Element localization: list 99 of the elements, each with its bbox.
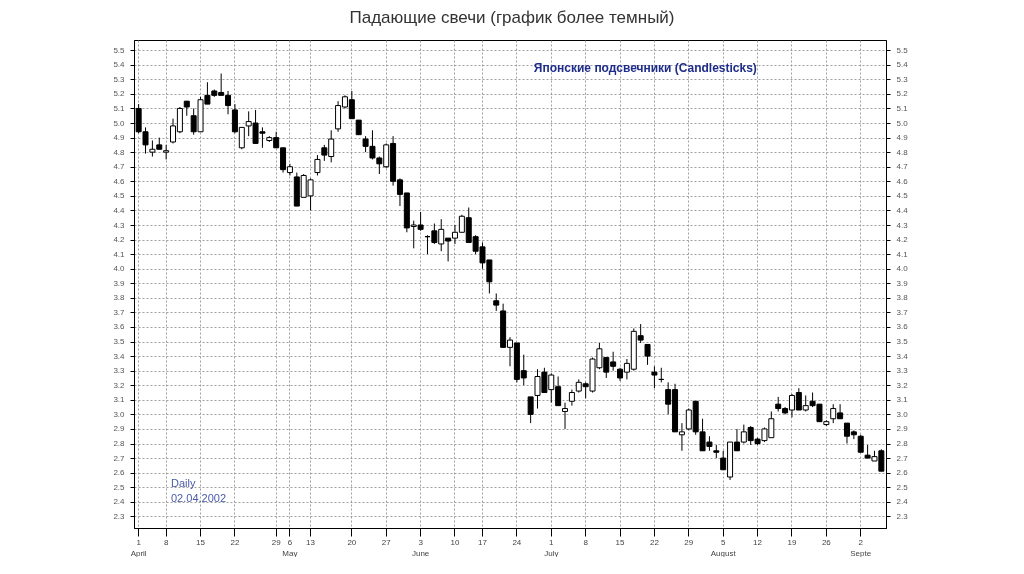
y2-tick-label: 3.9	[896, 278, 909, 288]
y-tick-label: 3.8	[113, 293, 126, 303]
x-tick-label: 17	[478, 537, 488, 547]
y2-tick-label: 3.7	[896, 307, 909, 317]
y-tick-label: 2.6	[113, 468, 126, 478]
y2-tick-label: 4.8	[896, 147, 909, 157]
y2-tick-label: 2.8	[896, 439, 909, 449]
y-tick-label: 3.2	[113, 380, 126, 390]
x-tick-label: 15	[196, 537, 206, 547]
y2-tick-label: 2.9	[896, 424, 909, 434]
y-tick-label: 4.5	[113, 191, 126, 201]
y2-tick-label: 2.4	[896, 497, 909, 507]
x-tick-label: 15	[615, 537, 626, 547]
y2-tick-label: 4.4	[896, 205, 909, 215]
y-tick-label: 3.3	[113, 366, 126, 376]
y-tick-label: 5.2	[113, 89, 126, 99]
y2-tick-label: 4.7	[896, 162, 909, 172]
x-tick-label: 19	[787, 537, 797, 547]
y-tick-label: 5.3	[113, 74, 126, 84]
x-tick-label: 6 May	[282, 537, 298, 558]
y2-tick-label: 2.7	[896, 453, 909, 463]
y-tick-label: 4.2	[113, 235, 126, 245]
y-tick-label: 4.4	[113, 205, 126, 215]
y2-tick-label: 3.4	[896, 351, 909, 361]
y2-tick-label: 2.6	[896, 468, 909, 478]
y2-tick-label: 4.0	[896, 264, 909, 274]
x-tick-label: 1 July	[544, 537, 559, 558]
y-tick-label: 3.0	[113, 409, 126, 419]
y2-tick-label: 3.3	[896, 366, 909, 376]
x-tick-label: 26	[821, 537, 832, 547]
x-tick-label: 8	[163, 537, 169, 547]
y2-tick-label: 3.8	[896, 293, 909, 303]
annotation: 02.04.2002	[171, 492, 227, 504]
y-tick-label: 4.0	[113, 264, 126, 274]
y-tick-label: 3.7	[113, 307, 126, 317]
y-tick-label: 3.1	[113, 395, 126, 405]
y2-tick-label: 3.0	[896, 409, 909, 419]
y-tick-label: 3.9	[113, 278, 126, 288]
y-tick-label: 4.8	[113, 147, 126, 157]
y-tick-label: 5.4	[113, 60, 126, 70]
y2-tick-label: 5.4	[896, 60, 909, 70]
y2-tick-label: 3.2	[896, 380, 909, 390]
y2-tick-label: 3.1	[896, 395, 909, 405]
x-tick-label: 13	[306, 537, 316, 547]
x-tick-label: 24	[512, 537, 522, 547]
y-tick-label: 2.8	[113, 439, 126, 449]
y2-tick-label: 4.5	[896, 191, 909, 201]
y-tick-label: 3.5	[113, 337, 126, 347]
y-tick-label: 4.6	[113, 176, 126, 186]
y-tick-label: 2.4	[113, 497, 126, 507]
candlestick	[651, 365, 658, 389]
candlestick	[314, 154, 321, 176]
x-tick-label: 20	[347, 537, 357, 547]
x-tick-label: 22	[649, 537, 660, 547]
y-tick-label: 3.6	[113, 322, 126, 332]
candlestick	[163, 144, 170, 160]
y2-tick-label: 5.3	[896, 74, 909, 84]
annotation: Японские подсвечники (Candlesticks)	[533, 61, 757, 75]
x-tick-label: 29	[271, 537, 282, 547]
y-tick-label: 5.0	[113, 118, 126, 128]
y-tick-label: 3.4	[113, 351, 126, 361]
y-tick-label: 4.1	[113, 249, 126, 259]
x-tick-label: 2 Septe	[850, 537, 872, 558]
y-tick-label: 2.7	[113, 453, 126, 463]
y2-tick-label: 4.3	[896, 220, 909, 230]
x-tick-label: 29	[684, 537, 694, 547]
candlestick	[562, 402, 569, 430]
y2-tick-label: 3.5	[896, 337, 909, 347]
annotation: Daily	[171, 477, 196, 489]
y2-tick-label: 5.2	[896, 89, 909, 99]
y-tick-label: 5.5	[113, 45, 126, 55]
y2-tick-label: 4.2	[896, 235, 909, 245]
x-tick-label: 1 April	[130, 537, 147, 558]
y-tick-label: 4.7	[113, 162, 126, 172]
y2-tick-label: 4.1	[896, 249, 909, 259]
y2-tick-label: 5.5	[896, 45, 909, 55]
x-tick-label: 12	[753, 537, 763, 547]
x-tick-label: 3 June	[411, 537, 430, 558]
y-tick-label: 4.9	[113, 133, 126, 143]
y2-tick-label: 4.6	[896, 176, 909, 186]
y2-tick-label: 5.1	[896, 103, 909, 113]
y-tick-label: 2.3	[113, 511, 126, 521]
y2-tick-label: 2.3	[896, 511, 909, 521]
y-tick-label: 4.3	[113, 220, 126, 230]
y2-tick-label: 3.6	[896, 322, 909, 332]
x-tick-label: 5 August	[710, 537, 737, 558]
x-tick-label: 22	[230, 537, 240, 547]
x-tick-label: 27	[381, 537, 392, 547]
candlestick	[644, 343, 651, 366]
y-tick-label: 2.5	[113, 482, 126, 492]
candlestick	[527, 396, 534, 424]
y2-tick-label: 4.9	[896, 133, 909, 143]
y-tick-label: 5.1	[113, 103, 126, 113]
chart-title: Падающие свечи (график более темный)	[348, 7, 676, 29]
x-tick-label: 8	[583, 537, 589, 547]
y-tick-label: 2.9	[113, 424, 126, 434]
x-tick-label: 10	[450, 537, 460, 547]
y2-tick-label: 5.0	[896, 118, 909, 128]
y2-tick-label: 2.5	[896, 482, 909, 492]
